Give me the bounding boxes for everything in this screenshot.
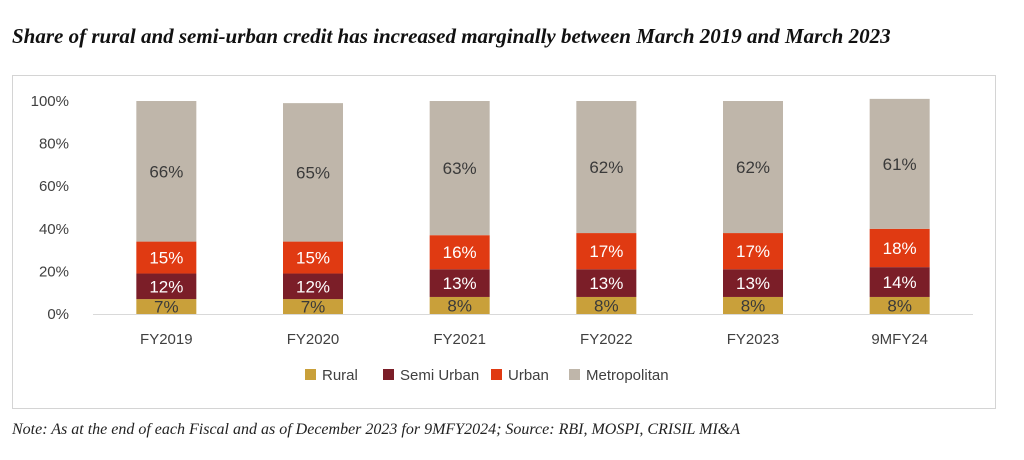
data-label: 17% (736, 242, 770, 261)
data-label: 18% (883, 239, 917, 258)
bar-segment-rural (723, 296, 783, 314)
bar-segment-urban (869, 228, 930, 268)
bar-segment-rural (136, 299, 197, 314)
bar-segment-urban (723, 233, 783, 270)
chart-title: Share of rural and semi-urban credit has… (12, 24, 891, 48)
bar-segment-rural (576, 296, 637, 314)
data-label: 66% (149, 162, 183, 181)
bar-segment-metropolitan (723, 101, 783, 234)
data-label: 13% (589, 274, 623, 293)
data-label: 7% (154, 298, 179, 317)
x-tick-label: FY2021 (433, 331, 486, 348)
legend-label: Urban (508, 367, 549, 384)
y-tick-label: 0% (47, 306, 69, 323)
bar-segment-semi-urban (869, 267, 930, 297)
bar-segment-urban (136, 241, 197, 274)
chart-frame: 0% 20% 40% 60% 80% 100% 7% 12% 15% 66% FY2019 7% 12%… (12, 75, 996, 409)
x-tick-label: FY2019 (140, 331, 193, 348)
data-label: 62% (589, 158, 623, 177)
chart-note: Note: As at the end of each Fiscal and a… (12, 421, 741, 438)
data-label: 62% (736, 158, 770, 177)
data-label: 15% (149, 249, 183, 268)
data-label: 8% (887, 296, 912, 315)
bar-segment-semi-urban (136, 273, 197, 300)
data-label: 14% (883, 273, 917, 292)
y-tick-label: 100% (31, 93, 69, 110)
y-tick-label: 80% (39, 136, 69, 153)
x-tick-label: FY2022 (580, 331, 633, 348)
bar-segment-metropolitan (136, 101, 197, 242)
bar-segment-semi-urban (283, 273, 343, 300)
data-label: 15% (296, 249, 330, 268)
bar-segment-semi-urban (576, 269, 637, 297)
legend-label: Semi Urban (400, 367, 479, 384)
data-label: 13% (736, 274, 770, 293)
y-tick-label: 60% (39, 178, 69, 195)
data-label: 8% (594, 296, 619, 315)
bar-segment-urban (429, 235, 490, 270)
legend-label: Rural (322, 367, 358, 384)
bar-segment-urban (283, 241, 343, 274)
bar-segment-semi-urban (723, 269, 783, 297)
data-label: 17% (589, 242, 623, 261)
bar-segment-metropolitan (576, 101, 637, 234)
legend-label: Metropolitan (586, 367, 669, 384)
legend-swatch-metropolitan (569, 369, 580, 380)
data-label: 8% (447, 296, 472, 315)
data-label: 13% (443, 274, 477, 293)
x-tick-label: FY2023 (727, 331, 780, 348)
bar-segment-metropolitan (869, 98, 930, 229)
y-tick-label: 40% (39, 221, 69, 238)
bar-segment-rural (869, 296, 930, 314)
data-label: 65% (296, 163, 330, 182)
bar-segment-urban (576, 233, 637, 270)
bar-segment-semi-urban (429, 269, 490, 297)
bar-segment-rural (429, 296, 490, 314)
data-label: 61% (883, 155, 917, 174)
stacked-bar-chart: 0% 20% 40% 60% 80% 100% 7% 12% 15% 66% FY2019 7% 12%… (31, 93, 973, 384)
data-label: 63% (443, 159, 477, 178)
bar-segment-metropolitan (429, 101, 490, 236)
x-tick-label: FY2020 (287, 331, 340, 348)
bar-segment-rural (283, 299, 343, 314)
data-label: 16% (443, 243, 477, 262)
legend-swatch-urban (491, 369, 502, 380)
y-tick-label: 20% (39, 263, 69, 280)
data-label: 12% (149, 277, 183, 296)
bar-segment-metropolitan (283, 103, 343, 242)
x-tick-label: 9MFY24 (871, 331, 928, 348)
legend-swatch-rural (305, 369, 316, 380)
data-label: 8% (741, 296, 766, 315)
data-label: 7% (301, 298, 326, 317)
data-label: 12% (296, 277, 330, 296)
legend-swatch-semi-urban (383, 369, 394, 380)
